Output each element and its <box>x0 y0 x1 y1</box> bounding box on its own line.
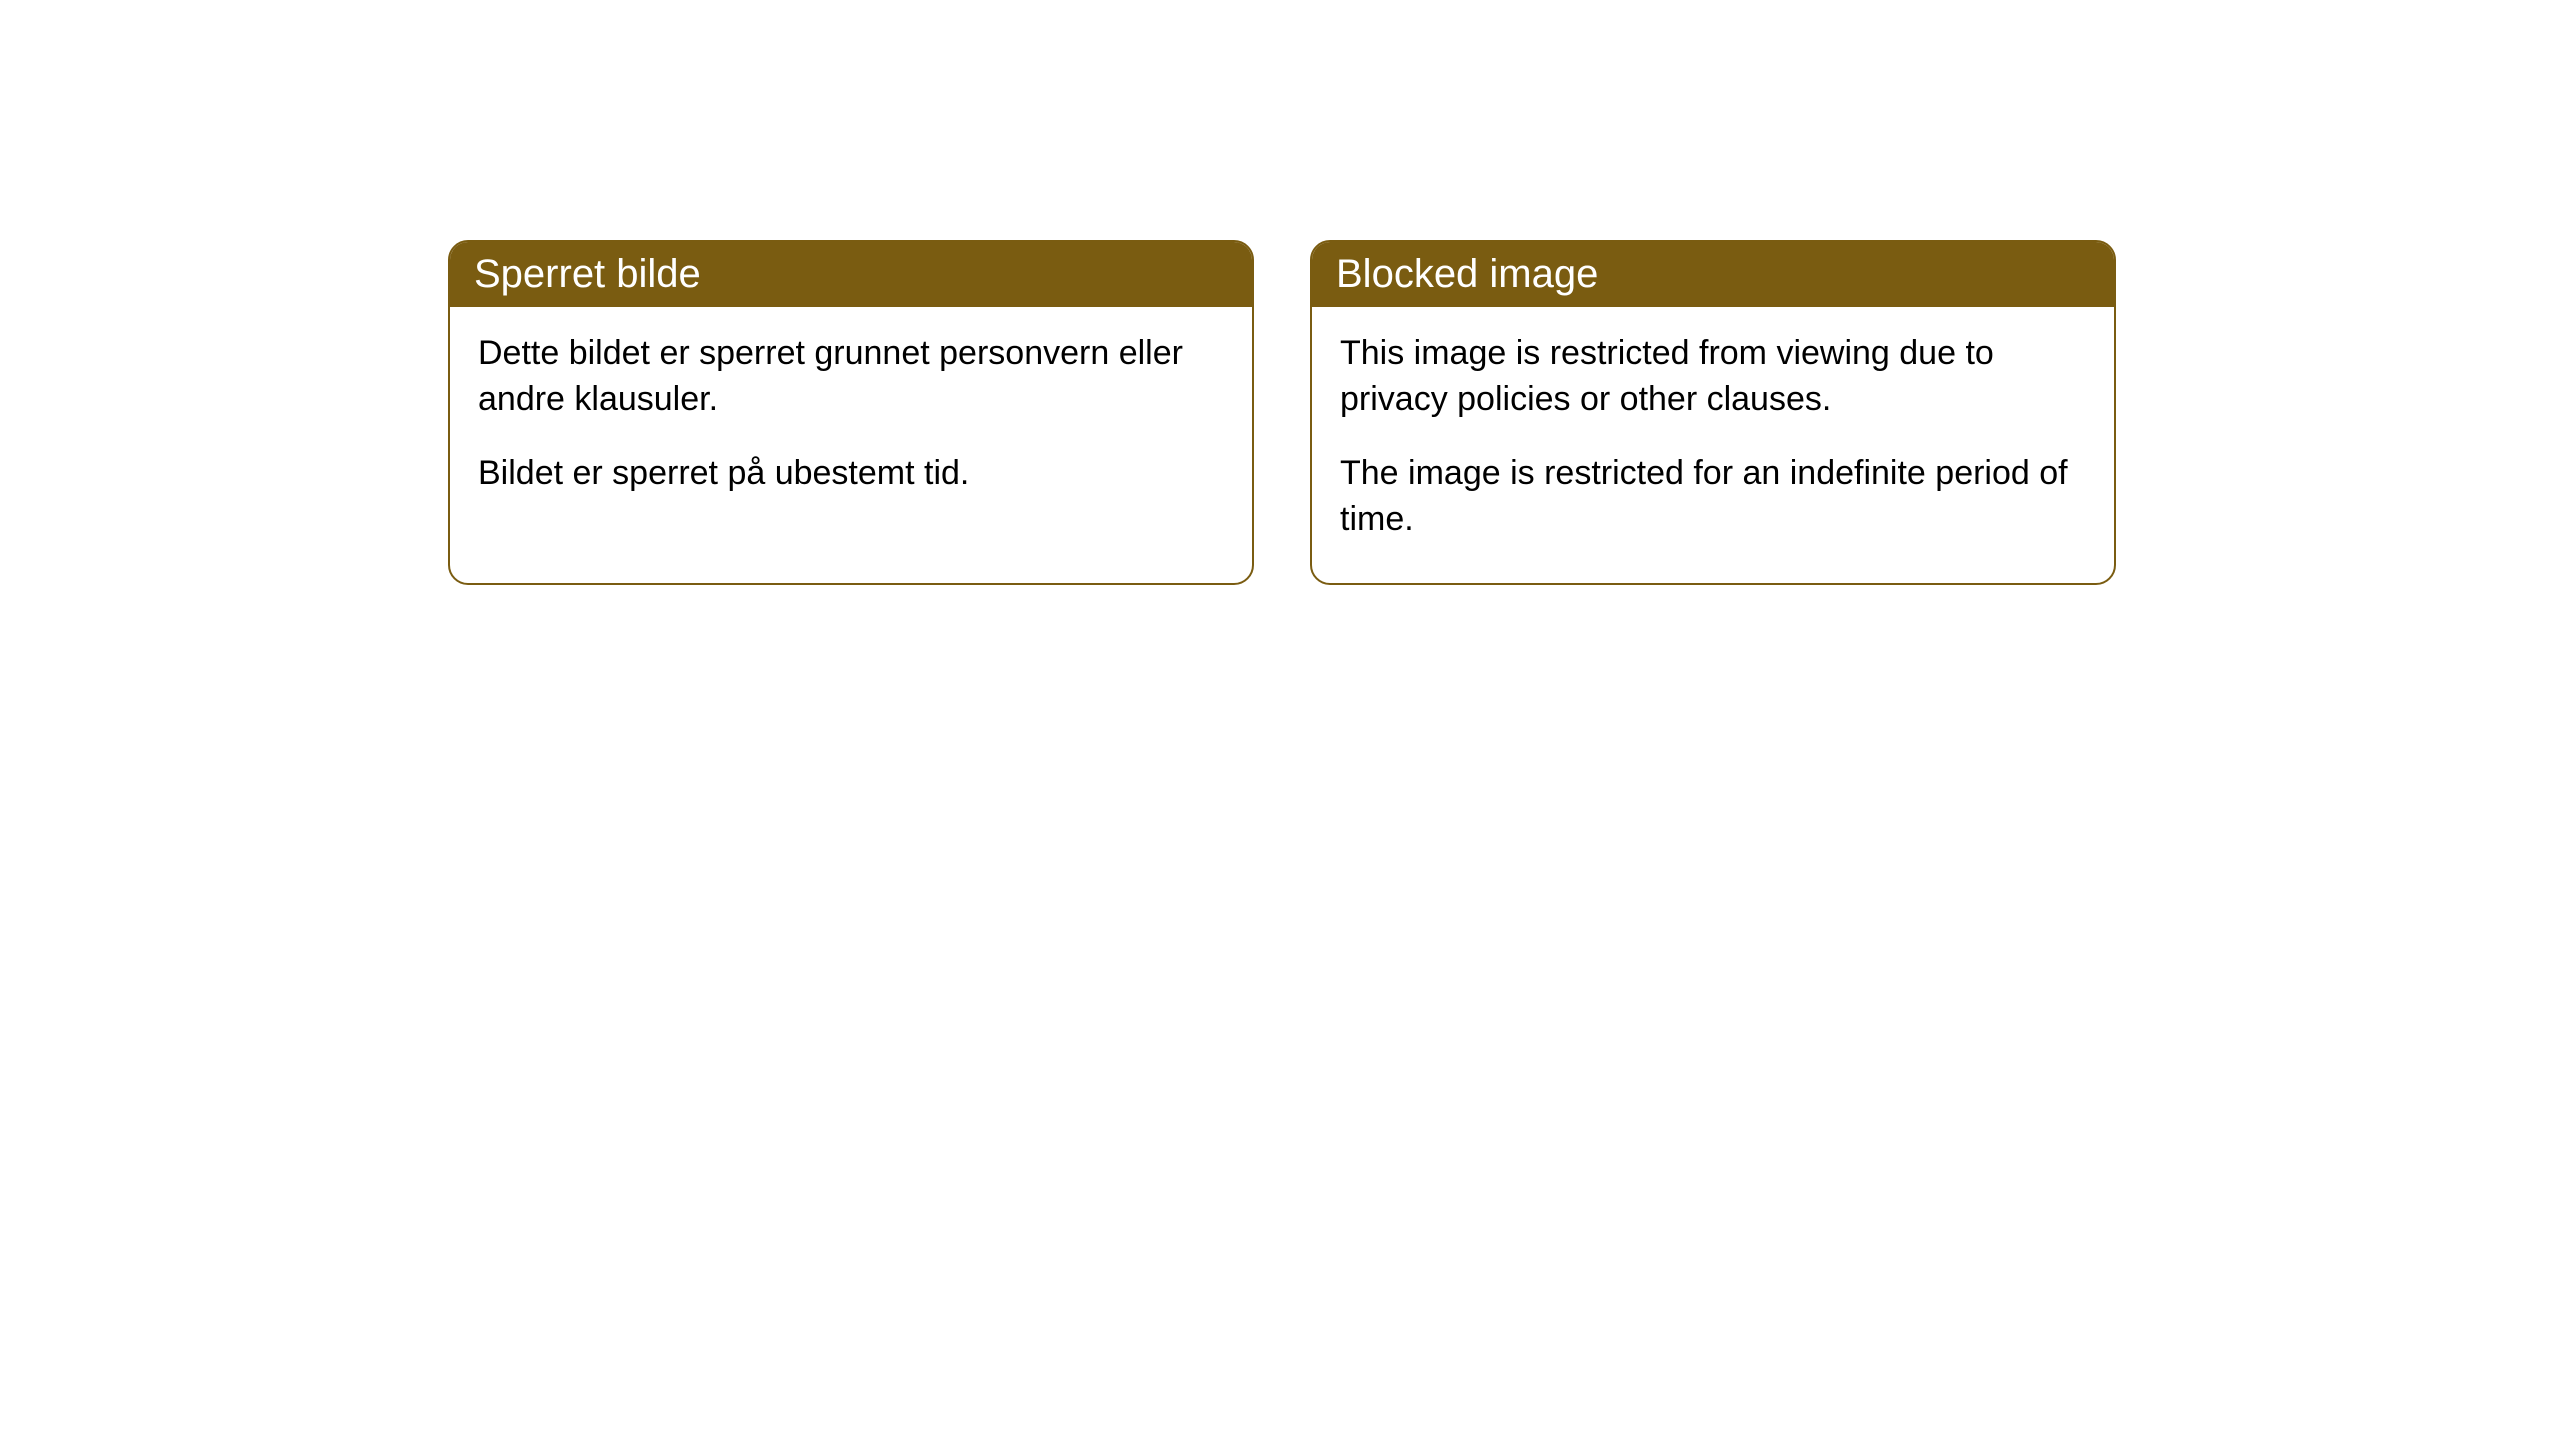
notice-cards-container: Sperret bilde Dette bildet er sperret gr… <box>448 240 2116 585</box>
card-paragraph-1-en: This image is restricted from viewing du… <box>1340 331 2086 423</box>
card-paragraph-2-no: Bildet er sperret på ubestemt tid. <box>478 451 1224 497</box>
blocked-image-card-en: Blocked image This image is restricted f… <box>1310 240 2116 585</box>
card-paragraph-1-no: Dette bildet er sperret grunnet personve… <box>478 331 1224 423</box>
card-body-en: This image is restricted from viewing du… <box>1312 307 2114 583</box>
card-paragraph-2-en: The image is restricted for an indefinit… <box>1340 451 2086 543</box>
card-header-en: Blocked image <box>1312 242 2114 307</box>
card-title-no: Sperret bilde <box>474 252 701 296</box>
blocked-image-card-no: Sperret bilde Dette bildet er sperret gr… <box>448 240 1254 585</box>
card-body-no: Dette bildet er sperret grunnet personve… <box>450 307 1252 537</box>
card-title-en: Blocked image <box>1336 252 1598 296</box>
card-header-no: Sperret bilde <box>450 242 1252 307</box>
